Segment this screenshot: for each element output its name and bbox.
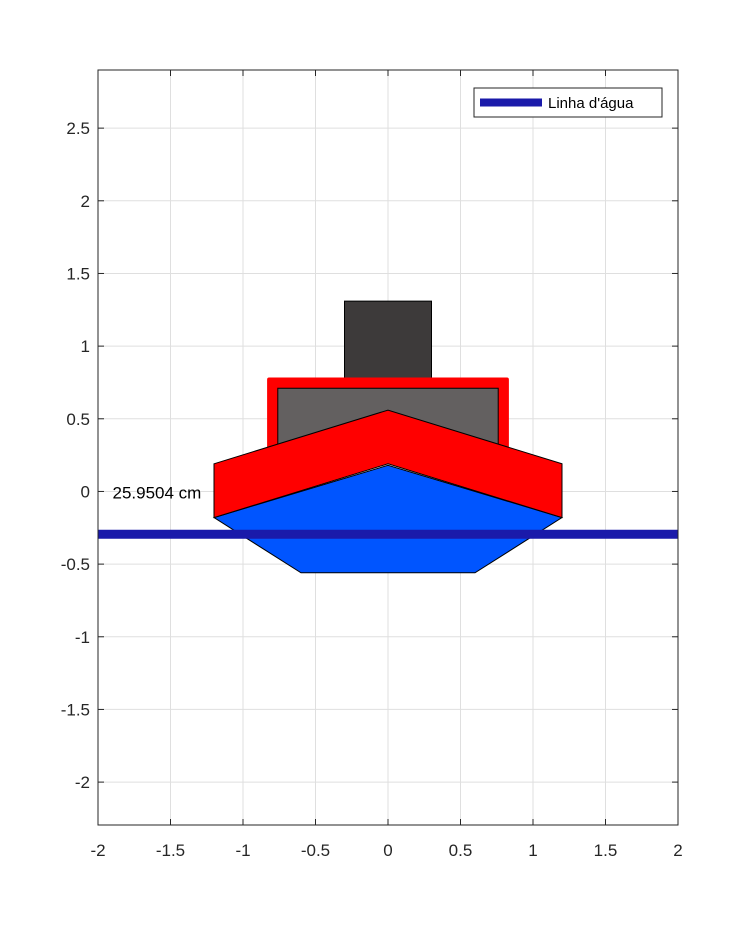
x-tick-label: -1.5 (156, 841, 185, 860)
y-tick-label: -1 (75, 628, 90, 647)
y-tick-labels: -2 -1.5 -1 -0.5 0 0.5 1 1.5 2 2.5 (61, 119, 90, 792)
x-tick-label: 0 (383, 841, 392, 860)
y-tick-label: -2 (75, 773, 90, 792)
y-tick-label: 0.5 (66, 410, 90, 429)
x-tick-labels: -2 -1.5 -1 -0.5 0 0.5 1 1.5 2 (90, 841, 682, 860)
y-tick-label: 0 (81, 482, 90, 501)
y-tick-label: 1 (81, 337, 90, 356)
x-tick-label: 1.5 (594, 841, 618, 860)
y-tick-label: -0.5 (61, 555, 90, 574)
boat-deck (213, 409, 563, 519)
x-tick-label: -1 (235, 841, 250, 860)
x-tick-label: 2 (673, 841, 682, 860)
y-tick-label: 1.5 (66, 264, 90, 283)
annotations: 25.9504 cm (113, 484, 202, 503)
x-tick-label: -0.5 (301, 841, 330, 860)
boat-chimney (344, 300, 432, 379)
x-tick-label: 1 (528, 841, 537, 860)
y-tick-label: -1.5 (61, 700, 90, 719)
draft-annotation: 25.9504 cm (113, 484, 202, 503)
y-tick-label: 2 (81, 192, 90, 211)
boat-shapes (212, 300, 564, 574)
x-tick-label: -2 (90, 841, 105, 860)
boat-hull (212, 464, 564, 574)
y-tick-label: 2.5 (66, 119, 90, 138)
legend-label: Linha d'água (548, 95, 634, 112)
legend: Linha d'água (473, 87, 663, 118)
tick-marks (97, 70, 679, 825)
x-tick-label: 0.5 (449, 841, 473, 860)
